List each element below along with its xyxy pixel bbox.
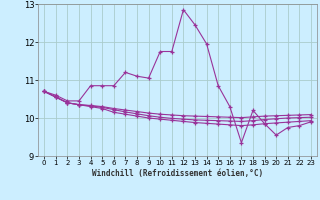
X-axis label: Windchill (Refroidissement éolien,°C): Windchill (Refroidissement éolien,°C) <box>92 169 263 178</box>
